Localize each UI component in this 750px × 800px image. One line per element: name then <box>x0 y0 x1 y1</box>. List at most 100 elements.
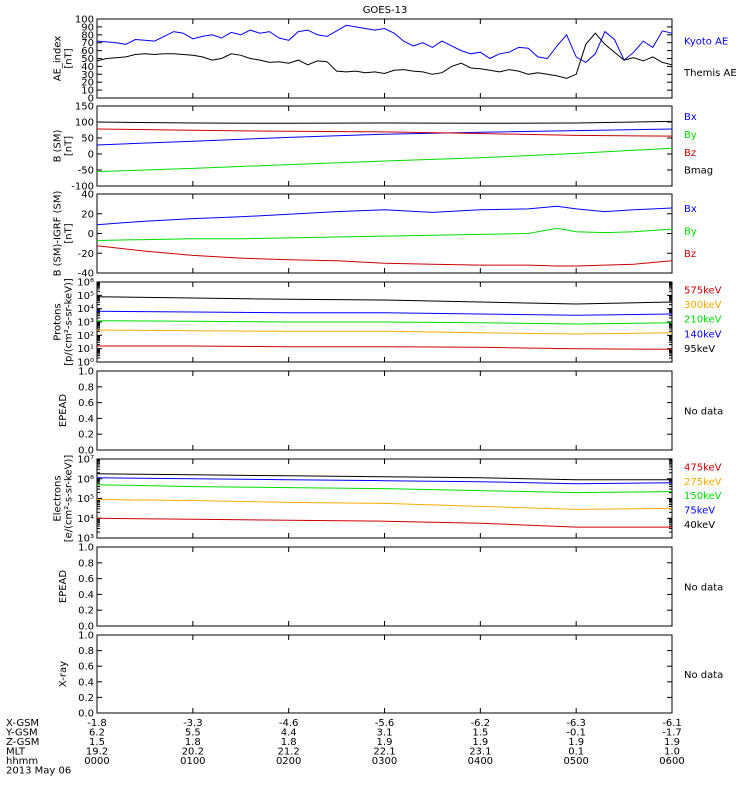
y-tick-label-ae: 20 <box>81 78 94 89</box>
legend-entry-protons: 575keV <box>684 286 722 297</box>
y-tick-label-electrons: 10⁷ <box>77 455 94 466</box>
legend-entry-electrons: 40keV <box>684 520 715 531</box>
footer-value: 5.5 <box>185 728 201 739</box>
footer-value: 20.2 <box>182 747 204 758</box>
panel-frame-bigrf <box>96 193 673 274</box>
series-line-electrons-75keV <box>96 477 673 485</box>
y-tick-label-ae: 90 <box>81 22 94 33</box>
footer-value: 0600 <box>659 756 684 767</box>
y-tick-label-ae: 100 <box>75 15 94 26</box>
legend-entry-electrons: 150keV <box>684 491 722 502</box>
y-tick-label-protons: 10⁶ <box>77 278 94 289</box>
legend-entry-electrons: 75keV <box>684 506 715 517</box>
footer-row-label: Y-GSM <box>5 728 38 739</box>
y-axis-label-bsm: B (SM) <box>53 129 64 162</box>
panel-frame-electrons <box>96 458 673 539</box>
y-tick-label-epead2: 0.2 <box>78 606 94 617</box>
footer-value: -1.8 <box>87 718 107 729</box>
footer-value: -1.7 <box>662 728 682 739</box>
series-line-protons-210keV <box>96 320 673 325</box>
series-line-protons-140keV <box>96 310 673 316</box>
panel-frame-xray <box>96 634 673 714</box>
y-axis-label-bsm: [nT] <box>64 136 75 156</box>
legend-entry-bsm: Bx <box>684 112 697 123</box>
footer-value: 0.1 <box>568 747 584 758</box>
series-line-bsm-By <box>96 147 673 173</box>
y-tick-label-electrons: 10⁵ <box>77 494 94 505</box>
y-tick-label-epead2: 0.6 <box>78 574 94 585</box>
legend-entry-bigrf: Bx <box>684 204 697 215</box>
y-tick-label-xray: 0.2 <box>78 693 94 704</box>
y-axis-label-electrons: Electrons <box>53 475 64 521</box>
footer-value: 0200 <box>276 756 301 767</box>
y-axis-label-electrons: [e/(cm²-s-sr-keV)] <box>64 455 75 543</box>
y-tick-label-ae: 10 <box>81 86 94 97</box>
series-line-ae-Kyoto AE <box>96 24 673 64</box>
y-tick-label-epead2: 0.0 <box>78 622 94 633</box>
y-tick-label-ae: 70 <box>81 38 94 49</box>
y-tick-label-xray: 0.4 <box>78 677 94 688</box>
footer-value: -5.6 <box>375 718 395 729</box>
legend-entry-protons: 95keV <box>684 344 715 355</box>
footer-value: 0000 <box>84 756 109 767</box>
footer-value: 3.1 <box>377 728 393 739</box>
legend-entry-bsm: By <box>684 130 697 141</box>
footer-value: 6.2 <box>89 728 105 739</box>
y-tick-label-bsm: 100 <box>75 118 94 129</box>
y-tick-label-bsm: 50 <box>81 134 94 145</box>
y-tick-label-bsm: 150 <box>75 102 94 113</box>
y-tick-label-protons: 10⁴ <box>77 304 94 315</box>
series-line-electrons-275keV <box>96 499 673 510</box>
plot-title: GOES-13 <box>363 5 408 16</box>
series-line-bsm-Bz <box>96 128 673 137</box>
footer-value: -6.2 <box>471 718 491 729</box>
y-tick-label-epead1: 0.2 <box>78 430 94 441</box>
series-line-electrons-150keV <box>96 484 673 494</box>
series-line-bsm-Bx <box>96 128 673 146</box>
panel-frame-bsm <box>96 105 673 187</box>
footer-value: 1.9 <box>568 737 584 748</box>
footer-value: 1.5 <box>472 728 488 739</box>
y-axis-label-protons: Protons <box>53 303 64 340</box>
footer-value: 21.2 <box>278 747 300 758</box>
series-line-ae-Themis AE <box>96 32 673 79</box>
y-tick-label-ae: 60 <box>81 46 94 57</box>
series-line-electrons-40keV <box>96 473 672 481</box>
y-tick-label-xray: 0.6 <box>78 662 94 673</box>
no-data-label-xray: No data <box>684 670 723 681</box>
footer-value: 1.5 <box>89 737 105 748</box>
footer-value: 1.9 <box>472 737 488 748</box>
footer-value: 1.9 <box>377 737 393 748</box>
series-line-protons-300keV <box>96 329 673 335</box>
y-axis-label-epead1: EPEAD <box>58 394 69 428</box>
y-tick-label-bigrf: 0 <box>88 229 94 240</box>
footer-row-label: hhmm <box>6 756 38 767</box>
y-tick-label-electrons: 10⁶ <box>77 474 94 485</box>
y-tick-label-bigrf: -40 <box>78 269 94 280</box>
y-tick-label-ae: 30 <box>81 70 94 81</box>
footer-value: -6.1 <box>662 718 682 729</box>
y-tick-label-epead1: 0.4 <box>78 414 94 425</box>
footer-value: -3.3 <box>183 718 203 729</box>
footer-value: 1.0 <box>664 747 680 758</box>
y-tick-label-bigrf: 20 <box>81 209 94 220</box>
y-tick-label-epead2: 0.8 <box>78 558 94 569</box>
legend-entry-protons: 300keV <box>684 300 722 311</box>
y-tick-label-ae: 40 <box>81 62 94 73</box>
footer-value: 1.8 <box>281 737 297 748</box>
legend-entry-protons: 210keV <box>684 315 722 326</box>
no-data-label-epead1: No data <box>684 407 723 418</box>
series-line-bigrf-Bx <box>96 205 673 226</box>
y-tick-label-electrons: 10⁴ <box>77 514 94 525</box>
footer-value: 1.9 <box>664 737 680 748</box>
y-tick-label-epead1: 1.0 <box>78 367 94 378</box>
y-axis-label-xray: X-ray <box>58 661 69 687</box>
no-data-label-epead2: No data <box>684 583 723 594</box>
footer-row-label: MLT <box>6 747 26 758</box>
footer-value: 0400 <box>468 756 493 767</box>
y-axis-label-ae: [nT] <box>64 48 75 68</box>
series-line-protons-575keV <box>97 345 673 350</box>
series-line-protons-95keV <box>96 296 673 305</box>
y-axis-label-bigrf: B (SM)-IGRF (SM) <box>53 191 64 277</box>
